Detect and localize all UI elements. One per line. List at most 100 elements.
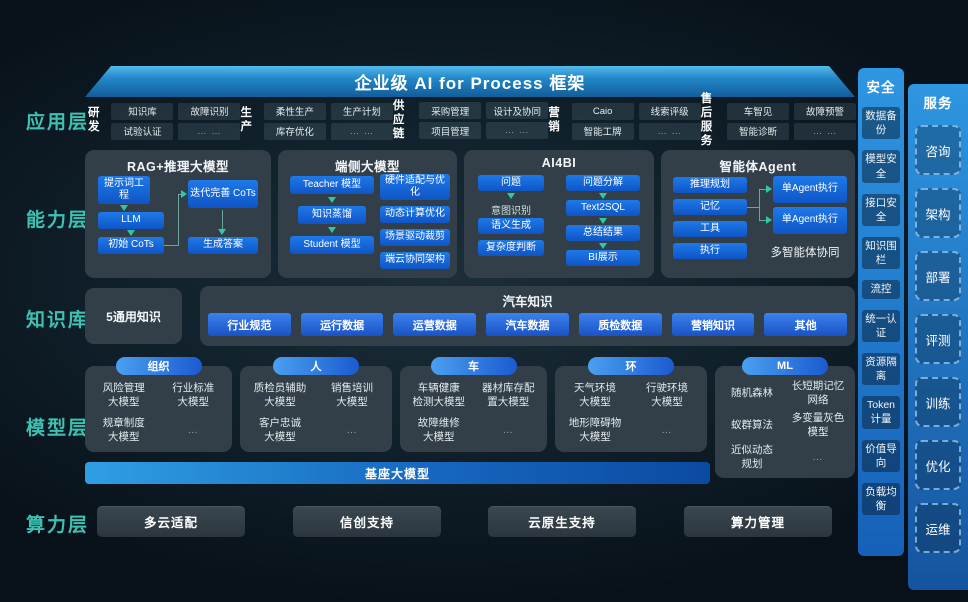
rag-init-cots-box: 初始 CoTs — [98, 237, 164, 254]
model-group-tag: 环 — [588, 357, 674, 375]
panel-title: 端侧大模型 — [334, 160, 400, 174]
security-item: 统一认证 — [862, 309, 900, 342]
service-item: 训练 — [915, 377, 961, 427]
panel-edge-model: 端侧大模型 Teacher 模型 知识蒸馏 Student 模型 硬件适配与优化… — [278, 150, 457, 278]
app-item: 库存优化 — [263, 122, 326, 140]
flow-arrow-down-icon — [218, 229, 226, 235]
group-name: 售后服务 — [700, 93, 713, 147]
label-knowledge-layer: 知识库 — [26, 310, 90, 331]
connector-line — [759, 189, 760, 221]
agent-single-exec-box: 单Agent执行 — [773, 207, 847, 234]
ai4bi-summary-box: 总结结果 — [566, 225, 640, 241]
model-item: 地形障碍物 大模型 — [568, 416, 622, 443]
panel-ai4bi: AI4BI 问题 意图识别 语义生成 复杂度判断 问题分解 Text2SQL 总… — [464, 150, 654, 278]
panel-title: AI4BI — [541, 156, 577, 170]
connector-line — [164, 245, 178, 246]
model-group-tag: 人 — [273, 357, 359, 375]
connector-line — [747, 207, 759, 208]
group-cells: 知识库 试验认证 故障识别 … … — [111, 102, 241, 140]
security-item: 资源隔离 — [862, 352, 900, 386]
model-group-items: 质检员辅助 大模型 销售培训 大模型 客户忠诚 大模型 … — [244, 378, 388, 448]
flow-arrow-right-icon — [766, 185, 772, 193]
edge-cloud-box: 端云协同架构 — [380, 252, 450, 269]
flow-arrow-down-icon — [328, 197, 336, 203]
app-group-marketing: 营销 Caio 智能工牌 线索评级 … … — [548, 102, 701, 140]
knowledge-pill: 质检数据 — [578, 313, 662, 336]
panel-agent: 智能体Agent 推理规划 记忆 工具 执行 单Agent执行 单Agent执行… — [661, 150, 855, 278]
security-item: 负载均衡 — [862, 482, 900, 516]
app-group-supply-chain: 供应链 采购管理 项目管理 设计及协同 … … — [392, 100, 549, 141]
model-group-items: 天气环境 大模型 行驶环境 大模型 地形障碍物 大模型 … — [559, 378, 703, 448]
compute-item-multicloud: 多云适配 — [97, 506, 245, 537]
connector-line — [759, 189, 767, 190]
model-item: 风险管理 大模型 — [102, 381, 145, 408]
ai4bi-question-box: 问题 — [478, 175, 544, 191]
flow-arrow-right-icon — [181, 190, 187, 198]
flow-arrow-down-icon — [599, 218, 607, 224]
connector-line — [178, 194, 179, 246]
model-group-items: 随机森林 长短期记忆 网络 蚁群算法 多变量灰色 模型 近似动态 规划 … — [719, 378, 851, 474]
model-item: 长短期记忆 网络 — [791, 380, 845, 406]
edge-student-box: Student 模型 — [290, 236, 374, 254]
app-item: 车智见 — [727, 102, 790, 120]
group-name: 供应链 — [392, 100, 405, 140]
flow-arrow-down-icon — [127, 230, 135, 236]
app-item: 智能工牌 — [571, 122, 634, 140]
group-name: 研发 — [88, 107, 100, 133]
ai4bi-display-box: BI展示 — [566, 250, 640, 266]
panel-rag: RAG+推理大模型 提示词工程 LLM 初始 CoTs 迭代完善 CoTs 生成… — [85, 150, 271, 278]
agent-planning-box: 推理规划 — [673, 177, 747, 193]
security-item: 知识围栏 — [862, 237, 900, 270]
foundation-model-bar: 基座大模型 — [85, 462, 710, 484]
group-name: 营销 — [548, 107, 560, 133]
knowledge-pill: 运营数据 — [393, 313, 477, 336]
model-group-ml: ML 随机森林 长短期记忆 网络 蚁群算法 多变量灰色 模型 近似动态 规划 … — [715, 357, 855, 478]
services-title: 服务 — [923, 96, 953, 111]
knowledge-domain-box: 汽车知识 行业规范 运行数据 运营数据 汽车数据 质检数据 营销知识 其他 — [200, 286, 855, 346]
model-item-more: … — [812, 451, 824, 464]
panel-title: RAG+推理大模型 — [126, 160, 230, 174]
ai4bi-decompose-box: 问题分解 — [566, 175, 640, 191]
app-item: 柔性生产 — [263, 102, 326, 120]
knowledge-pills: 行业规范 运行数据 运营数据 汽车数据 质检数据 营销知识 其他 — [208, 313, 848, 336]
agent-tools-box: 工具 — [673, 221, 747, 237]
app-item: 采购管理 — [419, 102, 482, 120]
app-group-after-sales: 售后服务 车智见 智能诊断 故障预警 … … — [700, 93, 857, 148]
security-item: 模型安全 — [862, 150, 900, 183]
model-item: 器材库存配 置大模型 — [482, 381, 535, 408]
agent-exec-box: 执行 — [673, 243, 747, 259]
app-item-more: … … — [486, 122, 549, 140]
model-group-items: 车辆健康 检测大模型 器材库存配 置大模型 故障维修 大模型 … — [404, 378, 543, 448]
group-cells: 车智见 智能诊断 故障预警 … … — [727, 102, 857, 140]
model-item: 行驶环境 大模型 — [646, 381, 688, 408]
security-item: Token计量 — [862, 396, 900, 429]
compute-item-management: 算力管理 — [684, 506, 832, 537]
service-item: 评测 — [915, 314, 961, 364]
knowledge-pill: 汽车数据 — [486, 313, 569, 336]
application-layer-row: 研发 知识库 试验认证 故障识别 … … 生产 柔性生产 库存优化 生产计划 …… — [88, 93, 857, 147]
app-item: 智能诊断 — [727, 122, 790, 140]
group-name: 生产 — [240, 107, 252, 133]
model-item: 故障维修 大模型 — [417, 416, 460, 443]
rag-prompt-box: 提示词工程 — [98, 176, 150, 204]
model-group-environment: 环 天气环境 大模型 行驶环境 大模型 地形障碍物 大模型 … — [555, 357, 707, 452]
ai4bi-intent-label: 意图识别 — [491, 206, 531, 217]
model-item-more: … — [346, 423, 358, 436]
flow-arrow-down-icon — [507, 193, 515, 199]
agent-memory-box: 记忆 — [673, 199, 747, 215]
rag-llm-box: LLM — [98, 212, 164, 229]
group-cells: Caio 智能工牌 线索评级 … … — [571, 102, 701, 140]
app-item: 故障预警 — [794, 102, 857, 120]
model-item: 随机森林 — [731, 387, 773, 400]
agent-single-exec-box: 单Agent执行 — [773, 176, 847, 203]
ai4bi-semantic-box: 语义生成 — [478, 218, 544, 234]
flow-arrow-down-icon — [599, 193, 607, 199]
edge-scene-box: 场景驱动裁剪 — [380, 229, 450, 246]
model-item: 规章制度 大模型 — [102, 416, 145, 443]
app-item: 线索评级 — [638, 102, 701, 120]
label-capability-layer: 能力层 — [26, 210, 90, 231]
group-cells: 采购管理 项目管理 设计及协同 … … — [419, 102, 549, 140]
ai4bi-text2sql-box: Text2SQL — [566, 200, 640, 216]
rag-iter-cots-box: 迭代完善 CoTs — [188, 180, 258, 208]
